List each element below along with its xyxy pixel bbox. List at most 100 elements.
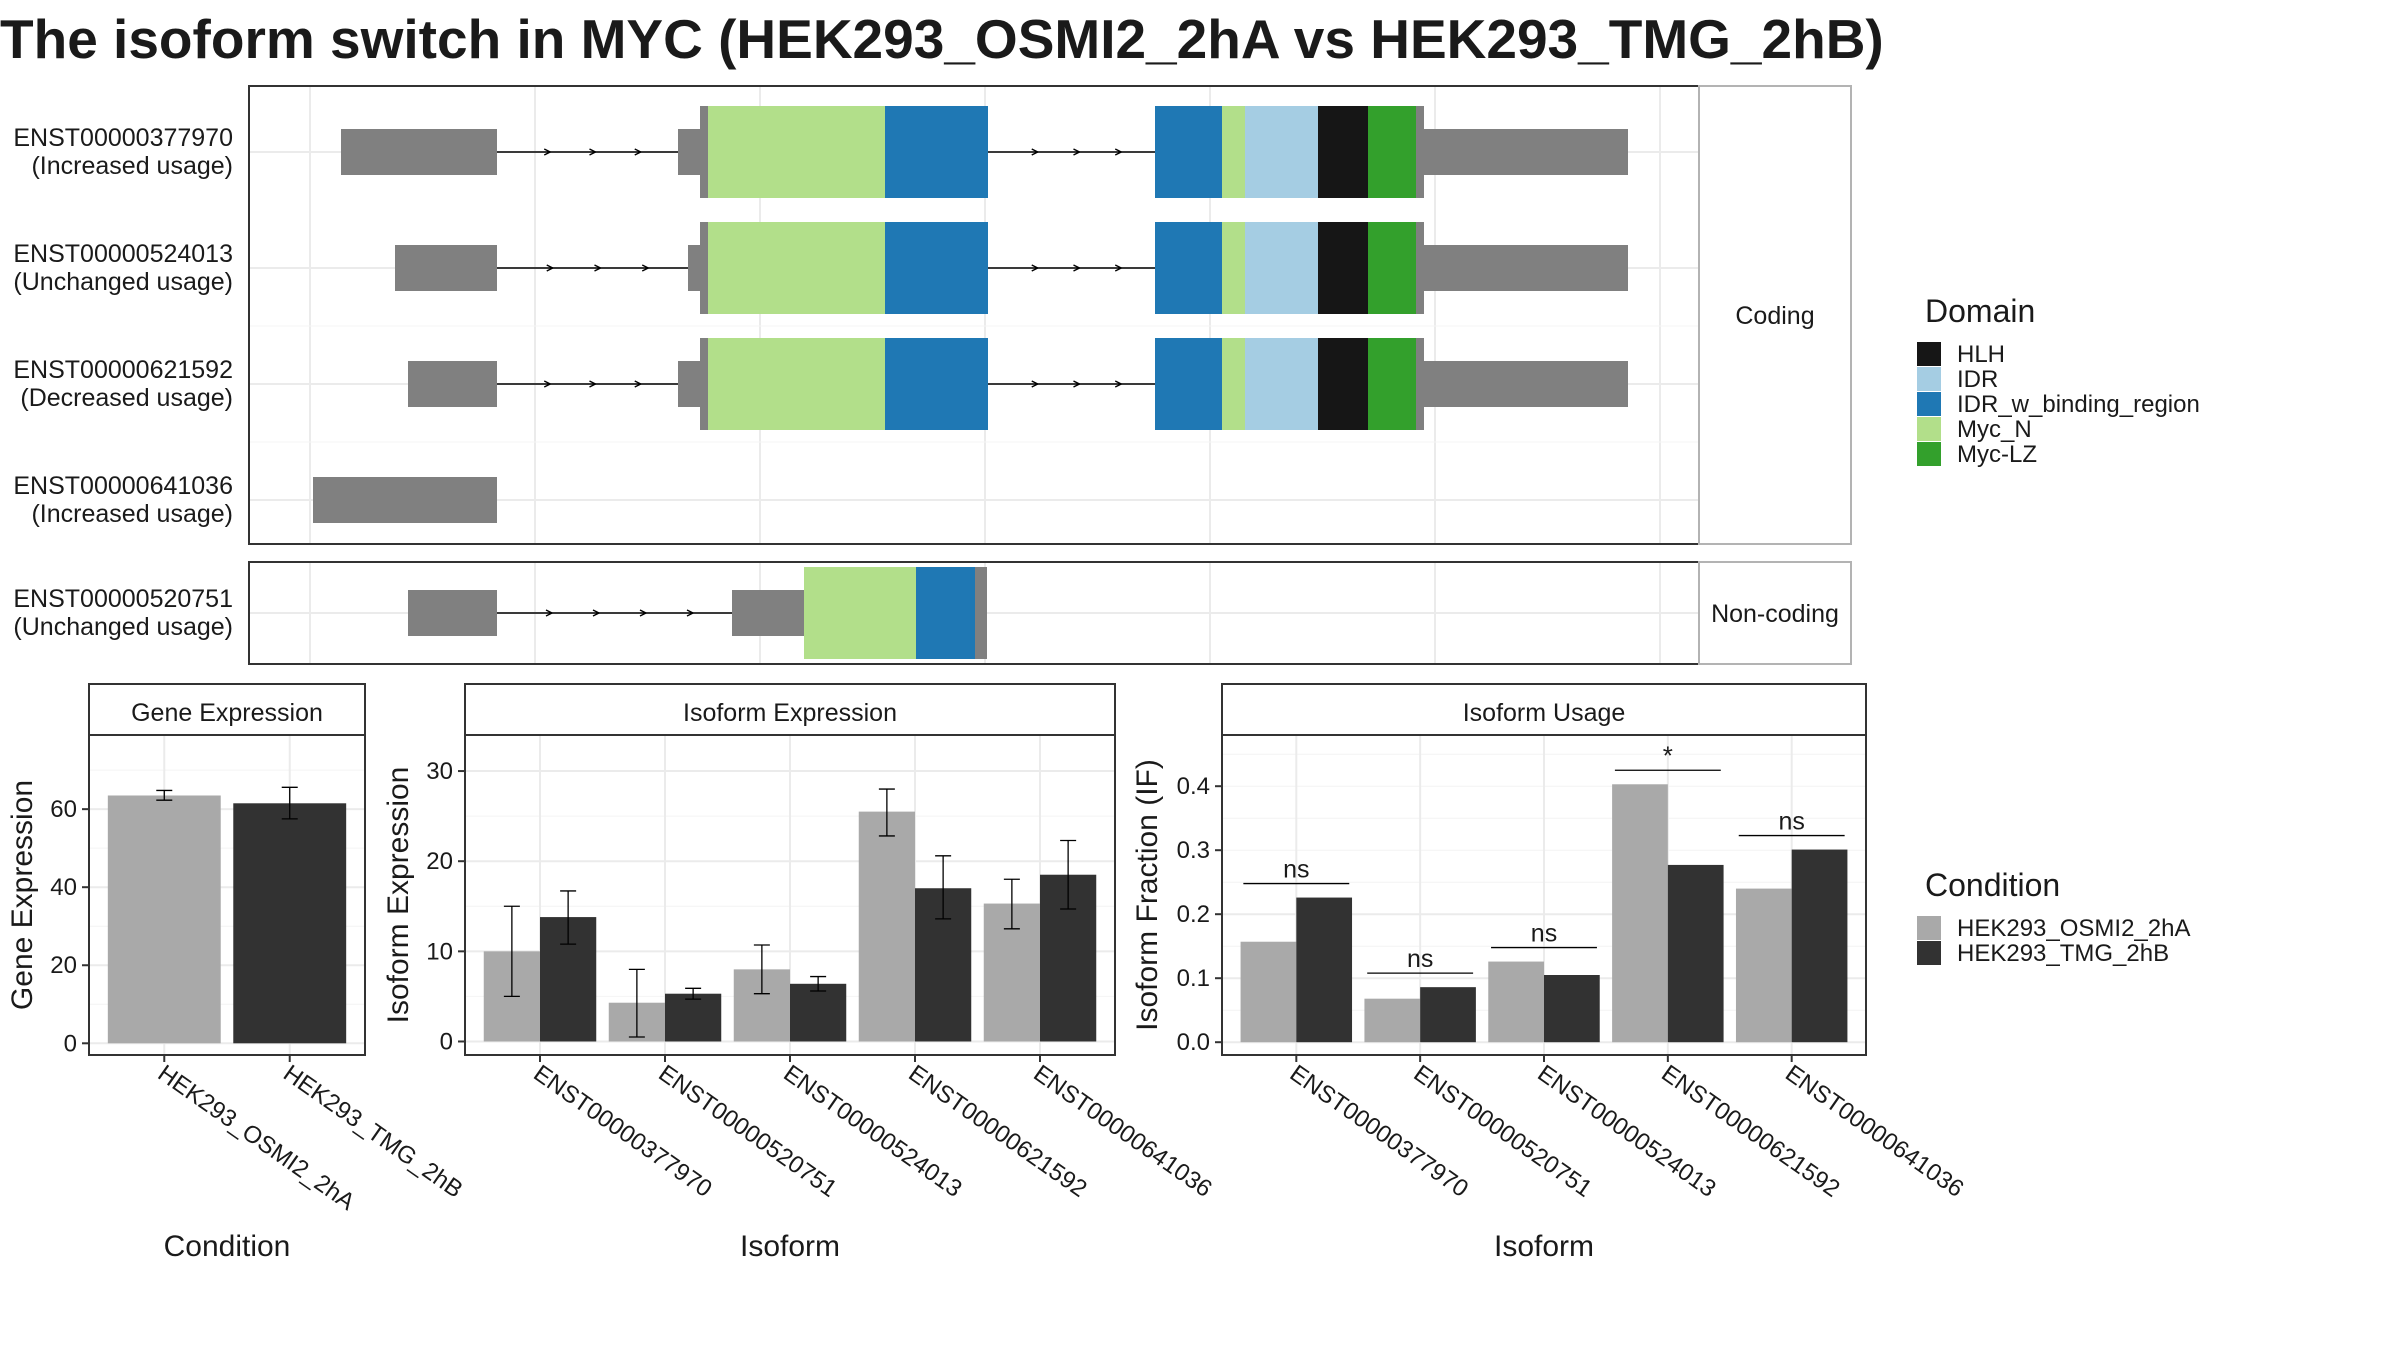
- intron-arrow: [546, 264, 555, 272]
- y-axis-title: Gene Expression: [6, 780, 39, 1010]
- y-tick-label: 60: [50, 796, 77, 823]
- transcript-usage-label: (Unchanged usage): [13, 613, 233, 641]
- transcript-id-label: ENST00000520751: [13, 585, 233, 613]
- domain-legend-label: HLH: [1957, 341, 2005, 368]
- utr-exon: [408, 590, 497, 636]
- domain-legend-title: Domain: [1925, 293, 2035, 329]
- x-axis-title: Isoform: [740, 1230, 840, 1263]
- intron-arrow: [589, 148, 598, 156]
- bar: [1791, 849, 1848, 1043]
- myc-n-domain: [708, 338, 885, 430]
- significance-label: ns: [1531, 920, 1557, 948]
- bar: [107, 795, 221, 1044]
- intron-arrow: [1073, 148, 1082, 156]
- coding-exon: [1416, 222, 1424, 314]
- noncoding-strip-label: Non-coding: [1711, 600, 1839, 628]
- y-tick-label: 0.0: [1177, 1029, 1210, 1056]
- domain-legend-swatch: [1917, 392, 1941, 416]
- bar: [1364, 998, 1421, 1043]
- transcript-labels: ENST00000377970(Increased usage)ENST0000…: [13, 124, 233, 641]
- intron-arrow: [543, 380, 552, 388]
- utr-exon: [1424, 129, 1628, 175]
- intron-arrow: [594, 264, 603, 272]
- panel-title: Gene Expression: [131, 699, 323, 727]
- idr-domain: [1245, 222, 1318, 314]
- myc-n-domain: [1222, 338, 1245, 430]
- bar: [233, 803, 347, 1044]
- utr-exon: [732, 590, 804, 636]
- hlh-domain: [1318, 222, 1368, 314]
- intron-arrow: [686, 609, 695, 617]
- myc-n-domain: [708, 106, 885, 198]
- idr-w-binding-region-domain: [916, 567, 975, 659]
- transcript-usage-label: (Unchanged usage): [13, 268, 233, 296]
- utr-exon: [1424, 245, 1628, 291]
- utr-exon: [341, 129, 497, 175]
- intron-arrow: [1114, 380, 1123, 388]
- transcript-id-label: ENST00000524013: [13, 240, 233, 268]
- bar: [790, 983, 847, 1042]
- significance-label: *: [1663, 740, 1673, 770]
- bar: [665, 993, 722, 1042]
- domain-legend-swatch: [1917, 342, 1941, 366]
- transcript-usage-label: (Decreased usage): [20, 384, 233, 412]
- panel-strip: [88, 683, 366, 736]
- bar: [1612, 784, 1668, 1043]
- coding-exon: [700, 338, 708, 430]
- bar-panel-2: Isoform Expression0102030ENST00000377970…: [382, 683, 1217, 1263]
- transcript-usage-label: (Increased usage): [31, 500, 233, 528]
- bar: [1544, 975, 1600, 1043]
- y-tick-label: 10: [426, 938, 453, 965]
- idr-w-binding-region-domain: [885, 222, 988, 314]
- idr-w-binding-region-domain: [1155, 338, 1222, 430]
- condition-legend-label: HEK293_OSMI2_2hA: [1957, 915, 2190, 942]
- domain-legend-label: Myc_N: [1957, 416, 2032, 443]
- condition-legend-title: Condition: [1925, 867, 2060, 903]
- idr-domain: [1245, 338, 1318, 430]
- idr-w-binding-region-domain: [885, 338, 988, 430]
- utr-exon: [395, 245, 497, 291]
- panel-strip: [1221, 683, 1867, 736]
- transcript-models: [313, 106, 1628, 659]
- intron-arrow: [634, 380, 643, 388]
- y-tick-label: 0.1: [1177, 965, 1210, 992]
- panel-title: Isoform Usage: [1463, 699, 1626, 727]
- coding-exon: [700, 106, 708, 198]
- significance-label: ns: [1283, 856, 1309, 884]
- significance-label: ns: [1778, 808, 1804, 836]
- intron-arrow: [1073, 264, 1082, 272]
- domain-legend-label: IDR: [1957, 366, 1998, 393]
- bar: [858, 811, 915, 1042]
- coding-exon: [1416, 338, 1424, 430]
- bar: [1667, 864, 1724, 1043]
- idr-domain: [1245, 106, 1318, 198]
- intron-arrow: [1031, 264, 1040, 272]
- panel-strip: [464, 683, 1116, 736]
- myc-n-domain: [1222, 106, 1245, 198]
- intron-arrow: [634, 148, 643, 156]
- intron-arrow: [1031, 380, 1040, 388]
- myc-n-domain: [1222, 222, 1245, 314]
- myc-lz-domain: [1368, 222, 1416, 314]
- domain-legend-label: Myc-LZ: [1957, 441, 2037, 468]
- condition-legend-label: HEK293_TMG_2hB: [1957, 940, 2169, 967]
- bar: [1296, 897, 1353, 1043]
- coding-exon: [975, 567, 987, 659]
- y-tick-label: 0: [440, 1028, 453, 1055]
- y-axis-title: Isoform Fraction (IF): [1131, 759, 1164, 1031]
- domain-legend: Domain HLHIDRIDR_w_binding_regionMyc_NMy…: [1917, 293, 2200, 468]
- hlh-domain: [1318, 338, 1368, 430]
- intron-arrow: [592, 609, 601, 617]
- y-tick-label: 0.3: [1177, 837, 1210, 864]
- utr-exon: [408, 361, 497, 407]
- myc-n-domain: [708, 222, 885, 314]
- y-tick-label: 0: [64, 1030, 77, 1057]
- y-tick-label: 0.2: [1177, 901, 1210, 928]
- bar-chart-panels: Gene Expression0204060HEK293_OSMI2_2hAHE…: [6, 683, 1968, 1263]
- y-tick-label: 0.4: [1177, 773, 1210, 800]
- domain-legend-swatch: [1917, 442, 1941, 466]
- bar: [1488, 961, 1544, 1043]
- coding-strip: [1698, 85, 1852, 545]
- transcript-usage-label: (Increased usage): [31, 152, 233, 180]
